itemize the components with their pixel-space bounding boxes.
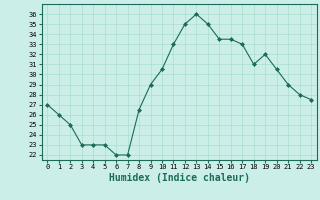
- X-axis label: Humidex (Indice chaleur): Humidex (Indice chaleur): [109, 173, 250, 183]
